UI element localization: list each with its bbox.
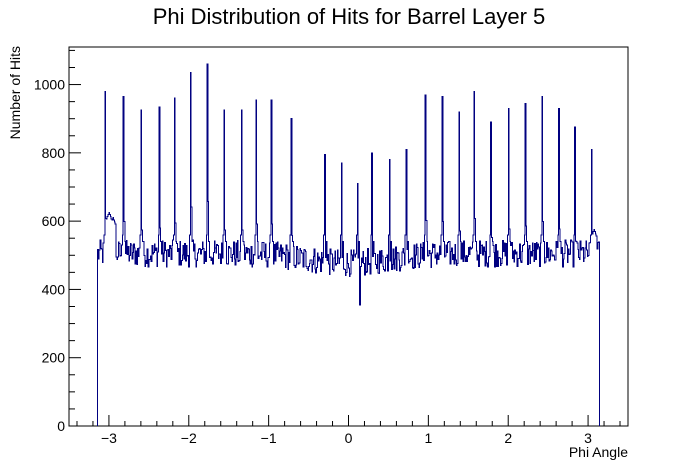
y-tick-label: 800 xyxy=(42,145,66,161)
y-tick-label: 400 xyxy=(42,281,66,297)
x-tick-label: 1 xyxy=(424,430,432,446)
y-tick-label: 0 xyxy=(57,418,65,434)
x-tick-label: 2 xyxy=(504,430,512,446)
histogram-series xyxy=(97,63,600,426)
x-tick-label: −2 xyxy=(181,430,197,446)
x-tick-label: 3 xyxy=(584,430,592,446)
y-tick-label: 600 xyxy=(42,213,66,229)
x-tick-label: 0 xyxy=(345,430,353,446)
plot-area: −3 −2 −1 0 1 2 3 0 200 400 600 800 1000 xyxy=(34,46,629,446)
x-axis-label: Phi Angle xyxy=(569,444,628,460)
y-tick-label: 1000 xyxy=(34,77,65,93)
chart-title: Phi Distribution of Hits for Barrel Laye… xyxy=(153,4,546,29)
x-tick-label: −1 xyxy=(261,430,277,446)
y-tick-label: 200 xyxy=(42,350,66,366)
x-tick-label: −3 xyxy=(101,430,117,446)
y-axis-label: Number of Hits xyxy=(7,46,23,139)
